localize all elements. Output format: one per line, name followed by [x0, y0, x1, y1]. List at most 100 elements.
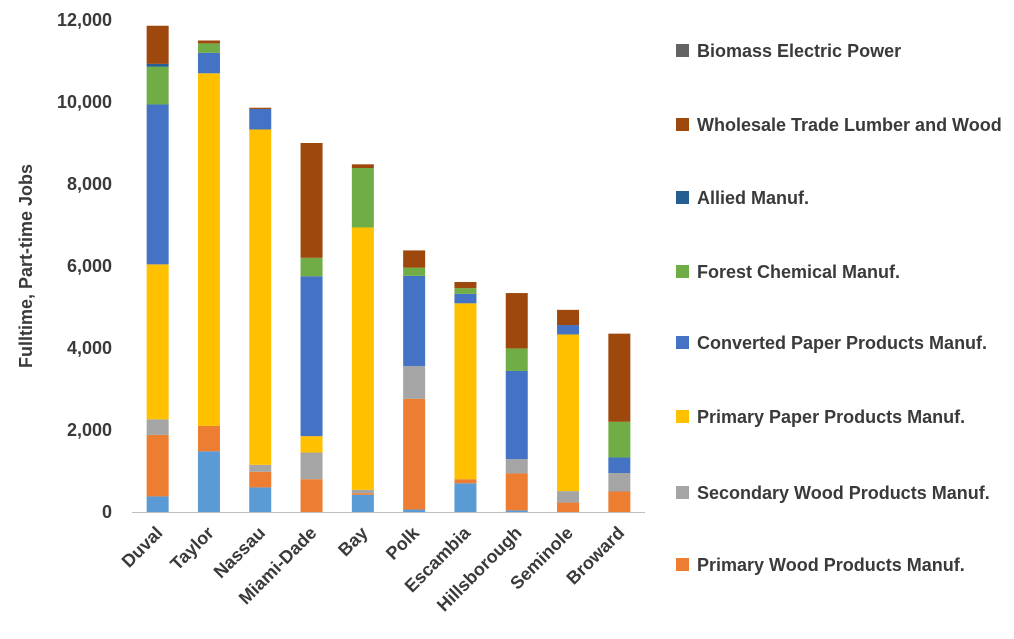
bar-segment — [403, 398, 426, 510]
legend-label: Secondary Wood Products Manuf. — [697, 483, 990, 503]
y-tick-label: 12,000 — [57, 10, 112, 30]
bar-segment — [300, 436, 323, 453]
bar-segment — [454, 293, 477, 304]
bar-segment — [505, 293, 528, 349]
legend-item: Primary Wood Products Manuf. — [676, 552, 1007, 578]
bar-segment — [351, 493, 374, 495]
bar-segment — [249, 471, 272, 488]
bar-segment — [608, 457, 631, 474]
bars — [146, 25, 631, 512]
bar-segment — [249, 107, 272, 109]
bar-segment — [197, 43, 220, 53]
bar-segment — [351, 164, 374, 169]
bar-segment — [557, 502, 580, 512]
legend-label: Converted Paper Products Manuf. — [697, 333, 988, 353]
legend-item: Secondary Wood Products Manuf. — [676, 480, 1007, 506]
bar-segment — [608, 473, 631, 492]
legend-swatch — [676, 191, 689, 204]
bar-segment — [505, 459, 528, 474]
bar-segment — [300, 479, 323, 512]
bar-segment — [608, 491, 631, 512]
legend-swatch — [676, 410, 689, 423]
bar-segment — [505, 510, 528, 512]
y-tick-label: 8,000 — [67, 174, 112, 194]
bar-segment — [146, 434, 169, 497]
bar-segment — [197, 73, 220, 426]
legend-label: Primary Wood Products Manuf. — [697, 555, 965, 575]
bar-segment — [146, 419, 169, 435]
bar-segment — [557, 309, 580, 326]
y-tick-label: 2,000 — [67, 420, 112, 440]
y-tick-label: 6,000 — [67, 256, 112, 276]
bar-segment — [351, 227, 374, 490]
bar-segment — [557, 325, 580, 335]
bar-segment — [403, 509, 426, 512]
bar-segment — [197, 40, 220, 44]
legend-label: Wholesale Trade Lumber and Wood — [697, 115, 1002, 135]
bar-segment — [146, 104, 169, 265]
legend-swatch — [676, 486, 689, 499]
bar-segment — [249, 464, 272, 472]
bar-segment — [300, 143, 323, 258]
bar-segment — [249, 487, 272, 512]
legend-label: Biomass Electric Power — [697, 41, 902, 61]
bar-segment — [351, 489, 374, 494]
bar-segment — [403, 366, 426, 399]
bar-segment — [454, 479, 477, 484]
bar-segment — [249, 108, 272, 130]
bar-segment — [454, 303, 477, 480]
y-axis: 0 2,000 4,000 6,000 8,000 10,000 12,000 — [57, 10, 112, 522]
bar-segment — [146, 25, 169, 64]
legend-swatch — [676, 336, 689, 349]
bar-segment — [300, 257, 323, 277]
y-tick-label: 4,000 — [67, 338, 112, 358]
bar-segment — [403, 267, 426, 276]
bar-segment — [454, 281, 477, 289]
bar-segment — [557, 491, 580, 503]
bar-segment — [557, 334, 580, 492]
bar-segment — [403, 250, 426, 268]
x-tick-label: Duval — [118, 523, 167, 572]
legend-item: Wholesale Trade Lumber and Wood — [676, 112, 1007, 138]
bar-segment — [146, 66, 169, 105]
legend-swatch — [676, 44, 689, 57]
bar-segment — [249, 129, 272, 465]
bar-segment — [454, 288, 477, 294]
bar-segment — [146, 63, 169, 67]
bar-segment — [300, 452, 323, 480]
bar-segment — [197, 451, 220, 512]
bar-segment — [197, 425, 220, 452]
x-tick-label: Bay — [334, 523, 371, 560]
bar-segment — [351, 168, 374, 228]
y-axis-title: Fulltime, Part-time Jobs — [16, 164, 36, 368]
legend-item: Allied Manuf. — [676, 185, 1007, 211]
legend-label: Forest Chemical Manuf. — [697, 262, 901, 282]
legend: Biomass Electric Power Wholesale Trade Lu… — [676, 0, 1014, 634]
bar-segment — [608, 421, 631, 458]
x-tick-label: Polk — [382, 522, 424, 564]
bar-segment — [146, 496, 169, 512]
legend-swatch — [676, 558, 689, 571]
legend-label: Allied Manuf. — [697, 188, 809, 208]
bar-segment — [454, 483, 477, 512]
bar-segment — [505, 370, 528, 460]
y-tick-label: 10,000 — [57, 92, 112, 112]
bar-segment — [505, 473, 528, 511]
legend-item: Converted Paper Products Manuf. — [676, 330, 1007, 356]
bar-segment — [300, 276, 323, 437]
legend-label: Primary Paper Products Manuf. — [697, 407, 966, 427]
bar-segment — [351, 494, 374, 512]
legend-item: Primary Paper Products Manuf. — [676, 404, 1007, 430]
y-tick-label: 0 — [102, 502, 112, 522]
bar-segment — [505, 348, 528, 371]
bar-segment — [403, 275, 426, 367]
legend-swatch — [676, 118, 689, 131]
legend-item: Forest Chemical Manuf. — [676, 259, 1007, 285]
bar-segment — [146, 264, 169, 420]
legend-swatch — [676, 265, 689, 278]
bar-segment — [608, 333, 631, 422]
legend-item: Biomass Electric Power — [676, 38, 1007, 64]
